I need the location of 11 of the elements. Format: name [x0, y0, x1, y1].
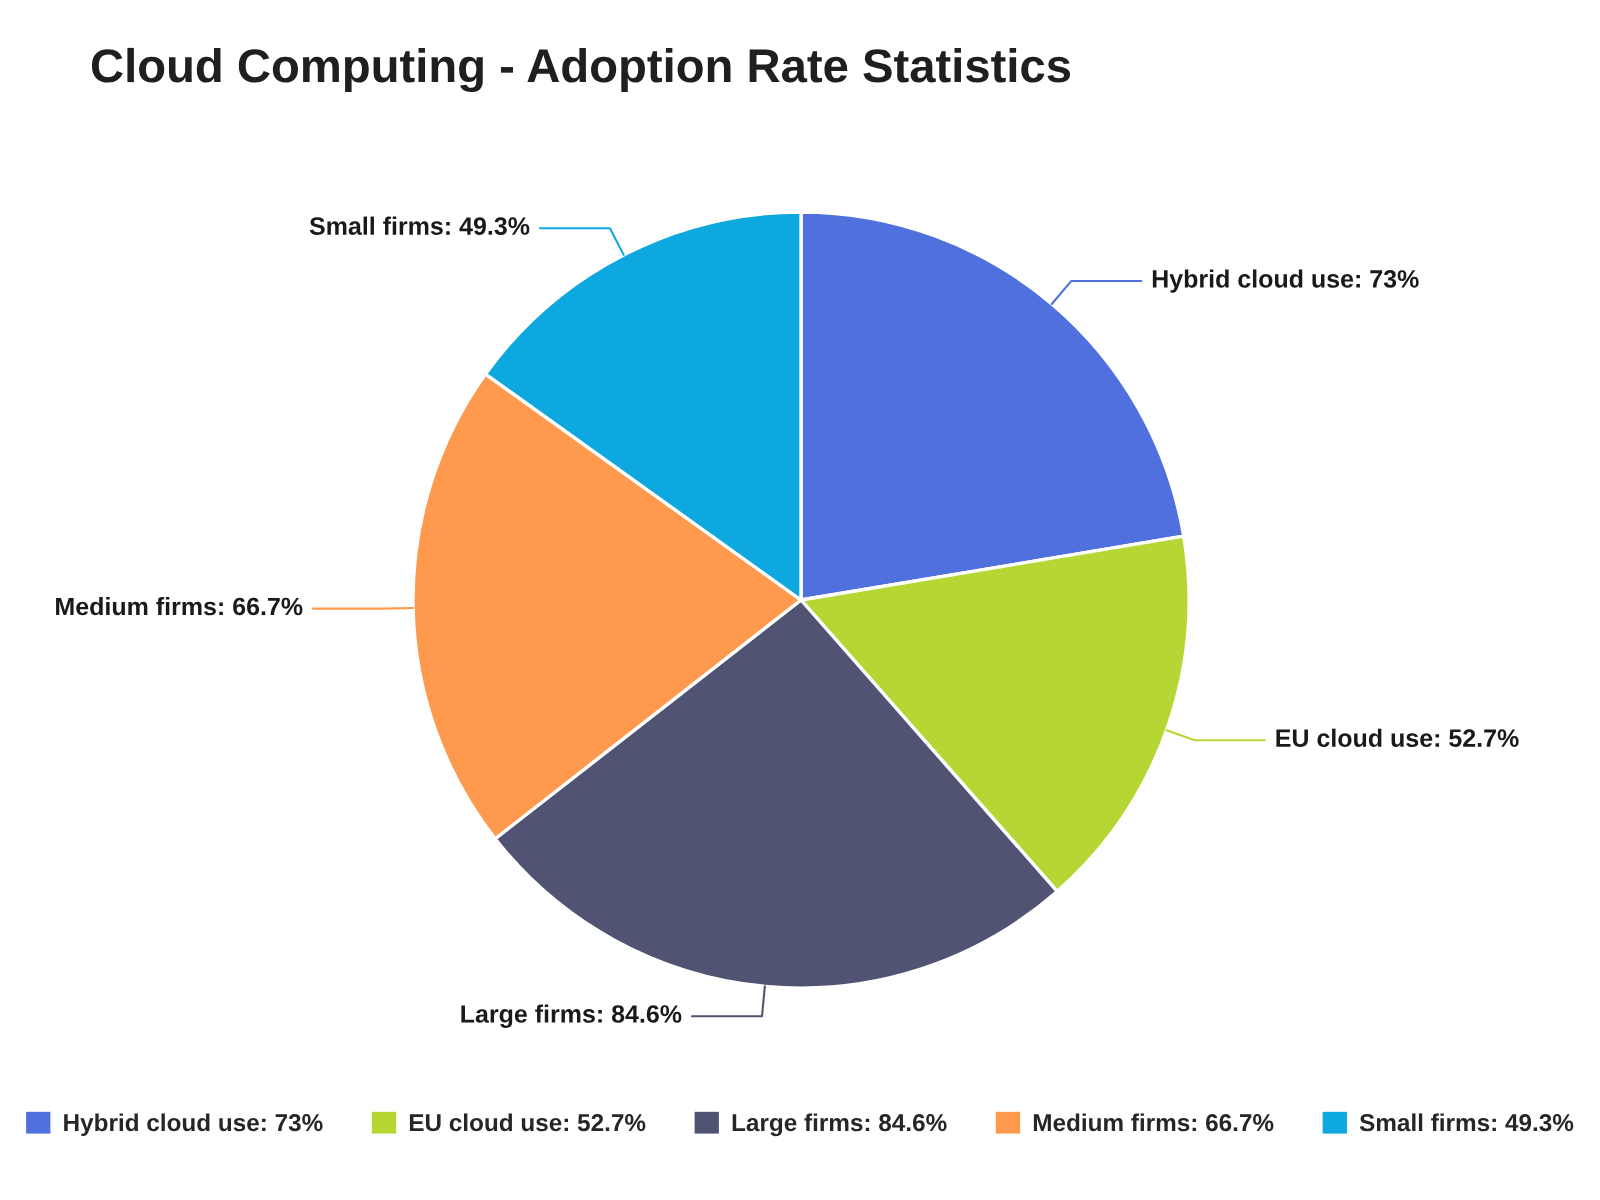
- data-label: Hybrid cloud use: 73%: [1152, 269, 1419, 293]
- data-label: Medium firms: 66.7%: [56, 597, 303, 616]
- chart-title: Cloud Computing - Adoption Rate Statistics: [91, 47, 1071, 93]
- legend-label: Medium firms: 66.7%: [1033, 1113, 1274, 1132]
- legend-label: Large firms: 84.6%: [732, 1113, 947, 1137]
- legend-label: Small firms: 49.3%: [1359, 1113, 1574, 1132]
- legend-label: Hybrid cloud use: 73%: [64, 1113, 323, 1137]
- legend-label: EU cloud use: 52.7%: [409, 1113, 646, 1132]
- data-label: Small firms: 49.3%: [309, 216, 530, 235]
- data-label: EU cloud use: 52.7%: [1276, 728, 1519, 747]
- data-label: Large firms: 84.6%: [461, 1004, 682, 1028]
